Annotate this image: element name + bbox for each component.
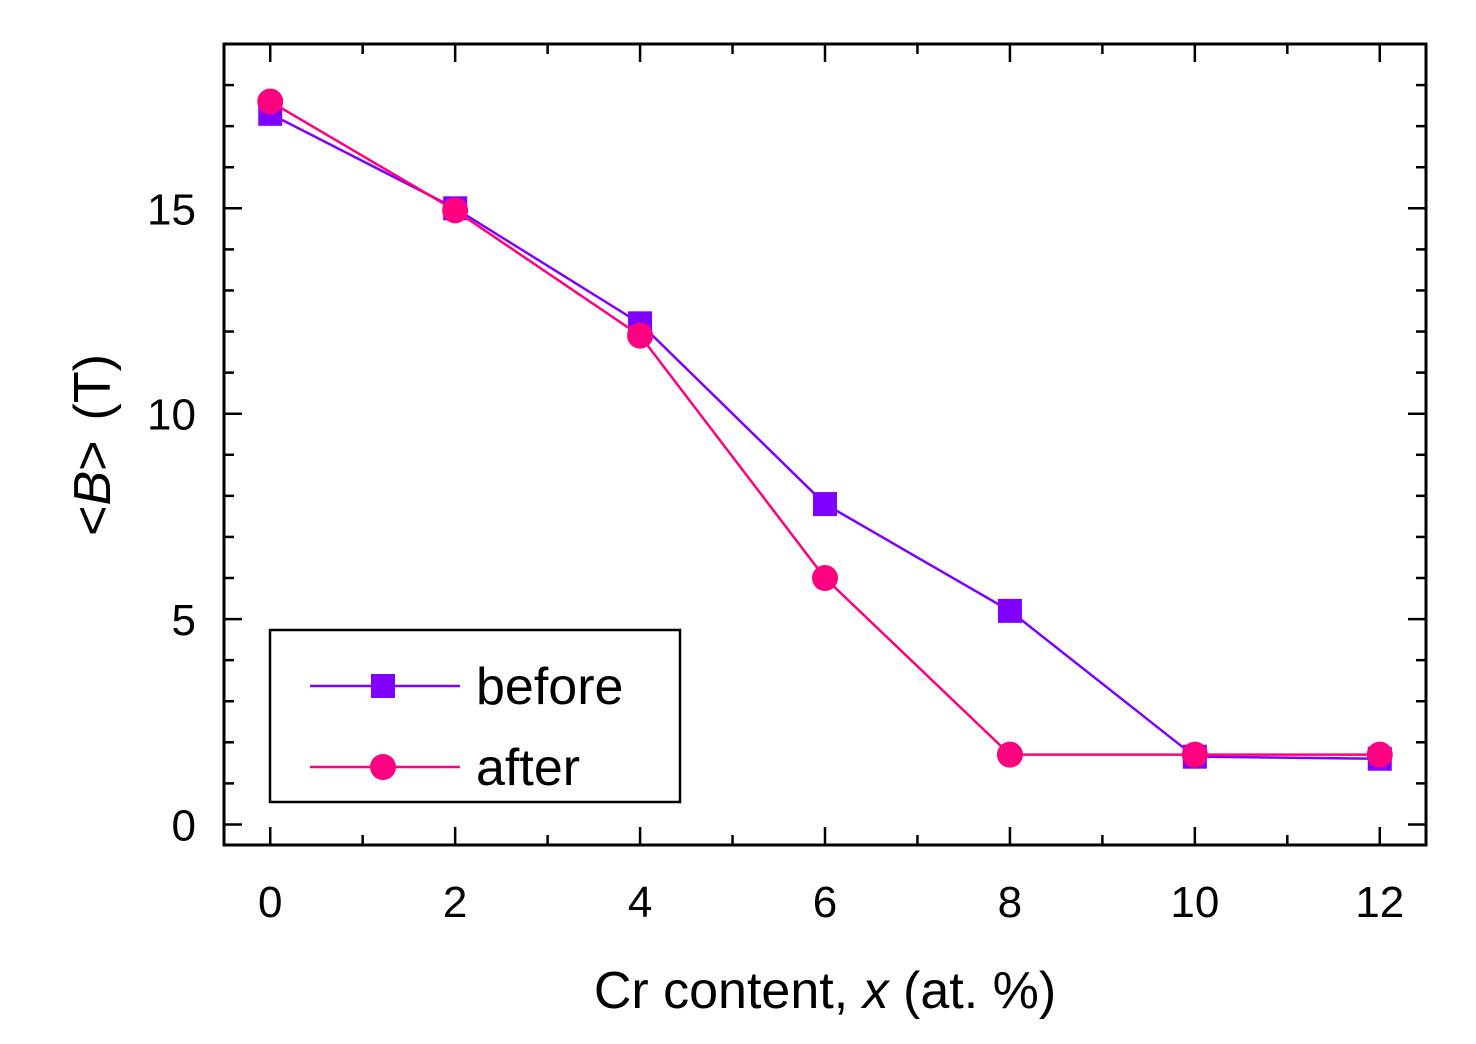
- data-point-after: [627, 322, 654, 349]
- x-tick-label: 6: [813, 878, 837, 927]
- series-after: [257, 88, 1393, 768]
- plot-frame: [222, 42, 1428, 847]
- y-axis-title-unit: (T): [64, 354, 122, 420]
- x-tick-label: 0: [258, 878, 282, 927]
- y-axis-title-var: B: [64, 471, 122, 506]
- data-point-before: [813, 492, 837, 517]
- x-tick-label: 4: [628, 878, 652, 927]
- data-point-after: [812, 565, 838, 591]
- legend-marker-before: [371, 674, 395, 698]
- y-tick-label: 15: [147, 185, 196, 234]
- data-point-after: [1366, 741, 1393, 768]
- x-axis-title: Cr content, x (at. %): [594, 962, 1056, 1020]
- data-point-after: [442, 197, 469, 224]
- x-tick-label: 10: [1170, 878, 1219, 927]
- legend-label-after: after: [476, 739, 580, 797]
- axis-ticks: [224, 44, 1426, 845]
- y-tick-label: 5: [172, 596, 196, 645]
- y-tick-labels: 0 5 10 15: [147, 185, 196, 850]
- x-axis-title-main: Cr content,: [594, 962, 863, 1020]
- legend-marker-after: [370, 754, 396, 780]
- data-point-after: [257, 88, 284, 115]
- y-axis-title-post: >: [64, 440, 122, 470]
- y-axis-title: <B> (T): [64, 354, 122, 536]
- x-tick-label: 12: [1355, 878, 1404, 927]
- x-tick-labels: 0 2 4 6 8 10 12: [258, 878, 1404, 927]
- x-axis-title-var: x: [860, 962, 891, 1020]
- legend-item-before: before: [310, 658, 623, 716]
- series-layer: [257, 88, 1393, 771]
- x-axis-title-unit: (at. %): [889, 962, 1057, 1020]
- data-point-before: [997, 598, 1022, 623]
- legend-label-before: before: [476, 658, 623, 716]
- data-point-after: [996, 741, 1023, 768]
- legend-box: [268, 628, 682, 804]
- y-axis-title-pre: <: [64, 506, 122, 536]
- x-tick-label: 2: [443, 878, 467, 927]
- data-point-after: [1181, 741, 1208, 768]
- y-tick-label: 0: [172, 801, 196, 850]
- legend-items: before after: [310, 658, 623, 797]
- legend: before after: [268, 628, 682, 804]
- legend-item-after: after: [310, 739, 580, 797]
- x-tick-label: 8: [998, 878, 1022, 927]
- y-tick-label: 10: [147, 391, 196, 440]
